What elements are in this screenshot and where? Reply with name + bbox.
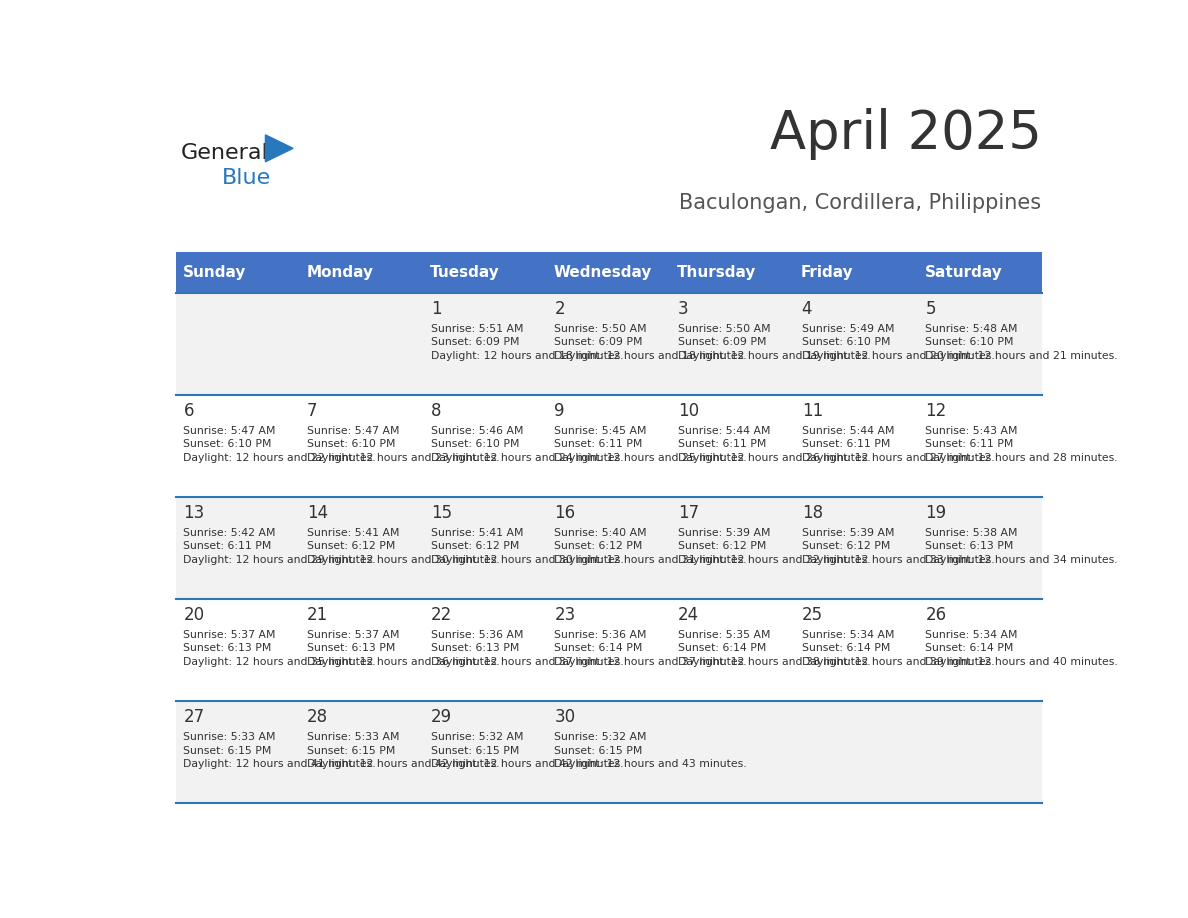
Text: Blue: Blue (222, 168, 271, 188)
Bar (423, 252, 546, 293)
Bar (918, 252, 1042, 293)
Text: Sunrise: 5:40 AM
Sunset: 6:12 PM
Daylight: 12 hours and 31 minutes.: Sunrise: 5:40 AM Sunset: 6:12 PM Dayligh… (555, 528, 747, 565)
Bar (795, 252, 918, 293)
Bar (176, 700, 1042, 803)
Text: Sunrise: 5:44 AM
Sunset: 6:11 PM
Daylight: 12 hours and 26 minutes.: Sunrise: 5:44 AM Sunset: 6:11 PM Dayligh… (678, 426, 871, 463)
Text: 6: 6 (183, 402, 194, 420)
Text: Sunday: Sunday (183, 264, 246, 279)
Text: 28: 28 (308, 708, 328, 726)
Text: Sunrise: 5:37 AM
Sunset: 6:13 PM
Daylight: 12 hours and 36 minutes.: Sunrise: 5:37 AM Sunset: 6:13 PM Dayligh… (308, 630, 500, 667)
Text: Sunrise: 5:35 AM
Sunset: 6:14 PM
Daylight: 12 hours and 38 minutes.: Sunrise: 5:35 AM Sunset: 6:14 PM Dayligh… (678, 630, 871, 667)
Text: Monday: Monday (307, 264, 373, 279)
Text: 25: 25 (802, 606, 823, 624)
Text: 11: 11 (802, 402, 823, 420)
Text: Sunrise: 5:33 AM
Sunset: 6:15 PM
Daylight: 12 hours and 42 minutes.: Sunrise: 5:33 AM Sunset: 6:15 PM Dayligh… (308, 732, 500, 769)
Text: Sunrise: 5:44 AM
Sunset: 6:11 PM
Daylight: 12 hours and 27 minutes.: Sunrise: 5:44 AM Sunset: 6:11 PM Dayligh… (802, 426, 994, 463)
Text: Sunrise: 5:47 AM
Sunset: 6:10 PM
Daylight: 12 hours and 23 minutes.: Sunrise: 5:47 AM Sunset: 6:10 PM Dayligh… (308, 426, 500, 463)
Text: Sunrise: 5:41 AM
Sunset: 6:12 PM
Daylight: 12 hours and 30 minutes.: Sunrise: 5:41 AM Sunset: 6:12 PM Dayligh… (431, 528, 624, 565)
Text: 9: 9 (555, 402, 565, 420)
Text: Sunrise: 5:49 AM
Sunset: 6:10 PM
Daylight: 12 hours and 20 minutes.: Sunrise: 5:49 AM Sunset: 6:10 PM Dayligh… (802, 324, 994, 361)
Text: Sunrise: 5:38 AM
Sunset: 6:13 PM
Daylight: 12 hours and 34 minutes.: Sunrise: 5:38 AM Sunset: 6:13 PM Dayligh… (925, 528, 1118, 565)
Text: 10: 10 (678, 402, 700, 420)
Polygon shape (265, 135, 293, 162)
Text: 26: 26 (925, 606, 947, 624)
Text: Sunrise: 5:39 AM
Sunset: 6:12 PM
Daylight: 12 hours and 33 minutes.: Sunrise: 5:39 AM Sunset: 6:12 PM Dayligh… (802, 528, 994, 565)
Text: 14: 14 (308, 504, 328, 521)
Text: 13: 13 (183, 504, 204, 521)
Text: Sunrise: 5:50 AM
Sunset: 6:09 PM
Daylight: 12 hours and 18 minutes.: Sunrise: 5:50 AM Sunset: 6:09 PM Dayligh… (555, 324, 747, 361)
Text: April 2025: April 2025 (770, 107, 1042, 160)
Bar (299, 252, 423, 293)
Text: 7: 7 (308, 402, 317, 420)
Text: Sunrise: 5:34 AM
Sunset: 6:14 PM
Daylight: 12 hours and 40 minutes.: Sunrise: 5:34 AM Sunset: 6:14 PM Dayligh… (925, 630, 1118, 667)
Text: Sunrise: 5:51 AM
Sunset: 6:09 PM
Daylight: 12 hours and 18 minutes.: Sunrise: 5:51 AM Sunset: 6:09 PM Dayligh… (431, 324, 624, 361)
Text: Wednesday: Wednesday (554, 264, 652, 279)
Text: Sunrise: 5:32 AM
Sunset: 6:15 PM
Daylight: 12 hours and 43 minutes.: Sunrise: 5:32 AM Sunset: 6:15 PM Dayligh… (555, 732, 747, 769)
Text: 5: 5 (925, 299, 936, 318)
Text: 29: 29 (431, 708, 451, 726)
Text: Sunrise: 5:48 AM
Sunset: 6:10 PM
Daylight: 12 hours and 21 minutes.: Sunrise: 5:48 AM Sunset: 6:10 PM Dayligh… (925, 324, 1118, 361)
Text: Sunrise: 5:42 AM
Sunset: 6:11 PM
Daylight: 12 hours and 29 minutes.: Sunrise: 5:42 AM Sunset: 6:11 PM Dayligh… (183, 528, 377, 565)
Text: 30: 30 (555, 708, 575, 726)
Text: 3: 3 (678, 299, 689, 318)
Text: 21: 21 (308, 606, 328, 624)
Bar (176, 293, 1042, 395)
Text: 12: 12 (925, 402, 947, 420)
Text: Saturday: Saturday (924, 264, 1003, 279)
Text: 22: 22 (431, 606, 451, 624)
Text: Sunrise: 5:36 AM
Sunset: 6:13 PM
Daylight: 12 hours and 37 minutes.: Sunrise: 5:36 AM Sunset: 6:13 PM Dayligh… (431, 630, 624, 667)
Text: 24: 24 (678, 606, 700, 624)
Bar (546, 252, 671, 293)
Text: Tuesday: Tuesday (430, 264, 500, 279)
Text: Sunrise: 5:50 AM
Sunset: 6:09 PM
Daylight: 12 hours and 19 minutes.: Sunrise: 5:50 AM Sunset: 6:09 PM Dayligh… (678, 324, 871, 361)
Text: Sunrise: 5:33 AM
Sunset: 6:15 PM
Daylight: 12 hours and 41 minutes.: Sunrise: 5:33 AM Sunset: 6:15 PM Dayligh… (183, 732, 377, 769)
Bar (176, 497, 1042, 599)
Text: Sunrise: 5:36 AM
Sunset: 6:14 PM
Daylight: 12 hours and 37 minutes.: Sunrise: 5:36 AM Sunset: 6:14 PM Dayligh… (555, 630, 747, 667)
Text: 2: 2 (555, 299, 565, 318)
Text: General: General (181, 143, 268, 163)
Text: Sunrise: 5:46 AM
Sunset: 6:10 PM
Daylight: 12 hours and 24 minutes.: Sunrise: 5:46 AM Sunset: 6:10 PM Dayligh… (431, 426, 624, 463)
Text: 1: 1 (431, 299, 442, 318)
Text: Sunrise: 5:41 AM
Sunset: 6:12 PM
Daylight: 12 hours and 30 minutes.: Sunrise: 5:41 AM Sunset: 6:12 PM Dayligh… (308, 528, 500, 565)
Bar (671, 252, 795, 293)
Text: 20: 20 (183, 606, 204, 624)
Text: Sunrise: 5:43 AM
Sunset: 6:11 PM
Daylight: 12 hours and 28 minutes.: Sunrise: 5:43 AM Sunset: 6:11 PM Dayligh… (925, 426, 1118, 463)
Bar (176, 599, 1042, 700)
Text: Sunrise: 5:39 AM
Sunset: 6:12 PM
Daylight: 12 hours and 32 minutes.: Sunrise: 5:39 AM Sunset: 6:12 PM Dayligh… (678, 528, 871, 565)
Text: Sunrise: 5:34 AM
Sunset: 6:14 PM
Daylight: 12 hours and 39 minutes.: Sunrise: 5:34 AM Sunset: 6:14 PM Dayligh… (802, 630, 994, 667)
Text: 17: 17 (678, 504, 700, 521)
Text: 19: 19 (925, 504, 947, 521)
Text: 4: 4 (802, 299, 813, 318)
Text: 18: 18 (802, 504, 823, 521)
Text: 16: 16 (555, 504, 575, 521)
Text: Friday: Friday (801, 264, 853, 279)
Text: 15: 15 (431, 504, 451, 521)
Text: 23: 23 (555, 606, 576, 624)
Text: Thursday: Thursday (677, 264, 757, 279)
Text: Sunrise: 5:32 AM
Sunset: 6:15 PM
Daylight: 12 hours and 42 minutes.: Sunrise: 5:32 AM Sunset: 6:15 PM Dayligh… (431, 732, 624, 769)
Text: Sunrise: 5:47 AM
Sunset: 6:10 PM
Daylight: 12 hours and 22 minutes.: Sunrise: 5:47 AM Sunset: 6:10 PM Dayligh… (183, 426, 377, 463)
Bar (176, 252, 299, 293)
Text: 27: 27 (183, 708, 204, 726)
Text: Baculongan, Cordillera, Philippines: Baculongan, Cordillera, Philippines (680, 193, 1042, 213)
Text: Sunrise: 5:45 AM
Sunset: 6:11 PM
Daylight: 12 hours and 25 minutes.: Sunrise: 5:45 AM Sunset: 6:11 PM Dayligh… (555, 426, 747, 463)
Bar (176, 395, 1042, 497)
Text: 8: 8 (431, 402, 441, 420)
Text: Sunrise: 5:37 AM
Sunset: 6:13 PM
Daylight: 12 hours and 35 minutes.: Sunrise: 5:37 AM Sunset: 6:13 PM Dayligh… (183, 630, 377, 667)
